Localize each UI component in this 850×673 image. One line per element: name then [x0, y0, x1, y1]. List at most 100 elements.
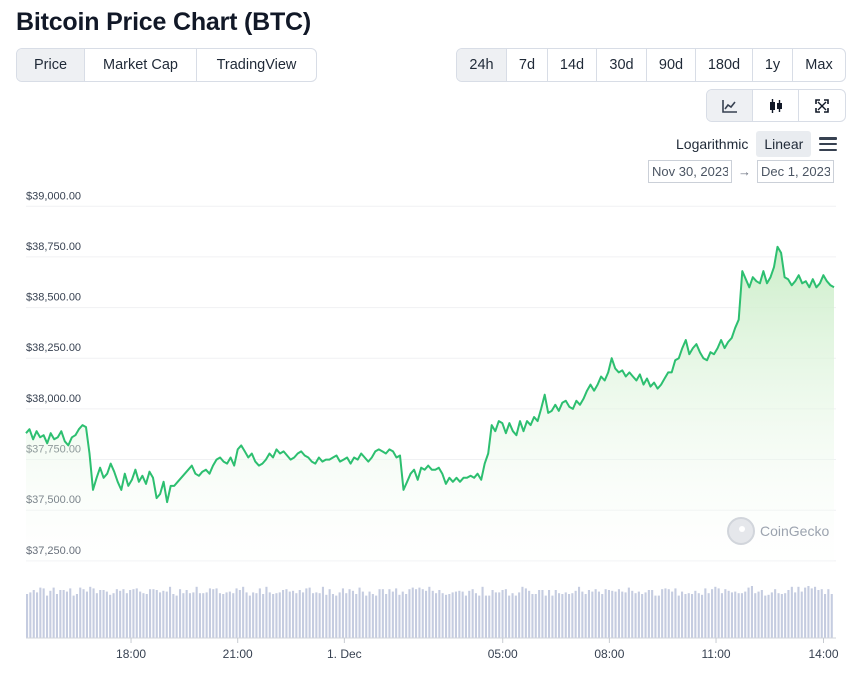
- volume-bar: [428, 586, 431, 638]
- range-1y-button[interactable]: 1y: [753, 49, 793, 81]
- volume-bar: [445, 594, 448, 638]
- volume-bar: [534, 594, 537, 638]
- volume-bar: [474, 593, 477, 638]
- volume-bar: [195, 586, 198, 638]
- volume-bar: [471, 589, 474, 638]
- volume-bar: [597, 591, 600, 638]
- volume-bar: [218, 593, 221, 638]
- volume-bar: [464, 595, 467, 638]
- volume-bar: [401, 591, 404, 638]
- tab-tradingview[interactable]: TradingView: [216, 57, 297, 73]
- range-90d-button[interactable]: 90d: [647, 49, 696, 81]
- volume-bar: [252, 592, 255, 638]
- volume-bar: [105, 591, 108, 638]
- scale-selector: Logarithmic Linear: [668, 131, 838, 157]
- volume-bar: [714, 586, 717, 638]
- page-title: Bitcoin Price Chart (BTC): [16, 8, 312, 36]
- volume-bar: [328, 589, 331, 638]
- volume-bar: [55, 594, 58, 638]
- volume-bar: [109, 594, 112, 638]
- x-tick-label: 05:00: [488, 647, 518, 661]
- volume-bar: [551, 595, 554, 638]
- volume-bar: [770, 592, 773, 638]
- volume-bar: [504, 589, 507, 638]
- volume-bar: [614, 591, 617, 638]
- volume-bar: [724, 589, 727, 638]
- scale-linear-button[interactable]: Linear: [756, 131, 812, 157]
- volume-bar: [179, 589, 182, 638]
- hamburger-menu-icon[interactable]: [819, 137, 838, 151]
- watermark-text: CoinGecko: [760, 523, 830, 539]
- view-tabs: Price Market Cap TradingView: [16, 48, 317, 82]
- volume-bar: [694, 590, 697, 638]
- volume-bar: [454, 591, 457, 638]
- y-tick-label: $39,000.00: [26, 190, 81, 202]
- date-range: →: [648, 160, 834, 183]
- volume-bar: [787, 590, 790, 638]
- volume-bar: [102, 590, 105, 638]
- volume-bar: [697, 593, 700, 638]
- volume-bar: [661, 589, 664, 638]
- volume-bar: [511, 593, 514, 638]
- volume-bar: [441, 593, 444, 638]
- volume-bar: [175, 595, 178, 638]
- volume-bar: [531, 594, 534, 638]
- volume-bar: [215, 588, 218, 638]
- volume-bar: [411, 587, 414, 638]
- range-180d-button[interactable]: 180d: [696, 49, 753, 81]
- volume-bar: [824, 594, 827, 638]
- volume-bar: [248, 595, 251, 638]
- candlestick-button[interactable]: [753, 90, 799, 121]
- volume-bar: [265, 586, 268, 638]
- volume-bar: [780, 594, 783, 638]
- range-max-button[interactable]: Max: [805, 57, 833, 73]
- volume-bar: [305, 588, 308, 638]
- range-24h-button[interactable]: 24h: [457, 49, 507, 81]
- date-to-input[interactable]: [757, 160, 834, 183]
- volume-bar: [405, 594, 408, 638]
- volume-bar: [518, 592, 521, 638]
- line-chart-button[interactable]: [707, 90, 753, 121]
- volume-bar: [169, 586, 172, 638]
- volume-bar: [129, 590, 132, 638]
- volume-bar: [182, 593, 185, 638]
- scale-logarithmic-button[interactable]: Logarithmic: [676, 136, 749, 152]
- volume-bar: [468, 590, 471, 638]
- range-7d-button[interactable]: 7d: [507, 49, 548, 81]
- volume-bar: [737, 593, 740, 638]
- volume-bar: [368, 591, 371, 638]
- volume-bar: [568, 594, 571, 638]
- volume-bar: [302, 592, 305, 638]
- fullscreen-button[interactable]: [799, 90, 845, 121]
- volume-bar: [774, 589, 777, 638]
- volume-bar: [242, 586, 245, 638]
- volume-bar: [72, 595, 75, 638]
- range-30d-button[interactable]: 30d: [597, 49, 647, 81]
- volume-bar: [674, 588, 677, 638]
- volume-bar: [750, 586, 753, 638]
- range-14d-button[interactable]: 14d: [548, 49, 597, 81]
- tab-market-cap[interactable]: Market Cap: [85, 49, 197, 81]
- volume-bar: [747, 587, 750, 638]
- volume-bar: [448, 594, 451, 638]
- volume-bar: [607, 590, 610, 638]
- volume-bar: [321, 586, 324, 638]
- volume-bars: [26, 586, 833, 638]
- x-tick-label: 08:00: [594, 647, 624, 661]
- volume-bar: [125, 593, 128, 638]
- x-tick-label: 14:00: [808, 647, 838, 661]
- volume-bar: [318, 593, 321, 638]
- volume-bar: [621, 591, 624, 638]
- volume-bar: [365, 595, 368, 638]
- volume-bar: [32, 590, 35, 638]
- date-from-input[interactable]: [648, 160, 732, 183]
- volume-bar: [830, 594, 833, 638]
- volume-bar: [807, 586, 810, 638]
- volume-bar: [52, 587, 55, 638]
- volume-bar: [810, 588, 813, 638]
- volume-bar: [827, 589, 830, 638]
- y-tick-label: $38,250.00: [26, 342, 81, 354]
- chart-type-toggle: [706, 89, 846, 122]
- tab-price[interactable]: Price: [17, 49, 85, 81]
- volume-bar: [654, 595, 657, 638]
